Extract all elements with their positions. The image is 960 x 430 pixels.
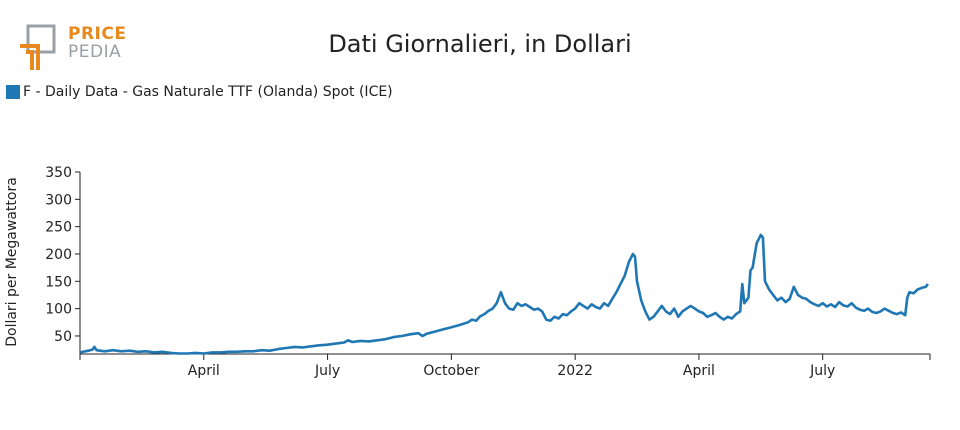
x-tick-label: April [683, 363, 715, 379]
y-tick-label: 100 [45, 302, 72, 318]
y-axis-title: Dollari per Megawattora [4, 177, 20, 347]
y-tick-label: 50 [54, 329, 72, 345]
plot-area [79, 233, 929, 355]
y-tick-label: 350 [45, 165, 72, 181]
series-line [79, 233, 929, 355]
legend-swatch [6, 85, 20, 99]
x-tick-label: July [809, 363, 835, 379]
pricepedia-logo: PRICE PEDIA [18, 24, 128, 74]
x-axis: April July October 2022 April July [79, 353, 931, 379]
y-tick-label: 300 [45, 192, 72, 208]
y-tick-label: 250 [45, 220, 72, 236]
x-tick-label: July [314, 363, 340, 379]
x-tick-label: October [423, 363, 479, 379]
x-tick-label: April [188, 363, 220, 379]
y-axis: 50 100 150 200 250 300 350 [45, 165, 81, 354]
chart-title: Dati Giornalieri, in Dollari [328, 30, 632, 58]
chart-legend: F - Daily Data - Gas Naturale TTF (Oland… [6, 84, 393, 100]
logo-mark-icon [20, 24, 56, 70]
y-tick-label: 150 [45, 274, 72, 290]
logo-text-price: PRICE [68, 24, 127, 44]
x-tick-label: 2022 [557, 363, 593, 379]
legend-label: F - Daily Data - Gas Naturale TTF (Oland… [23, 84, 393, 100]
logo-text-pedia: PEDIA [68, 42, 122, 62]
y-tick-label: 200 [45, 247, 72, 263]
